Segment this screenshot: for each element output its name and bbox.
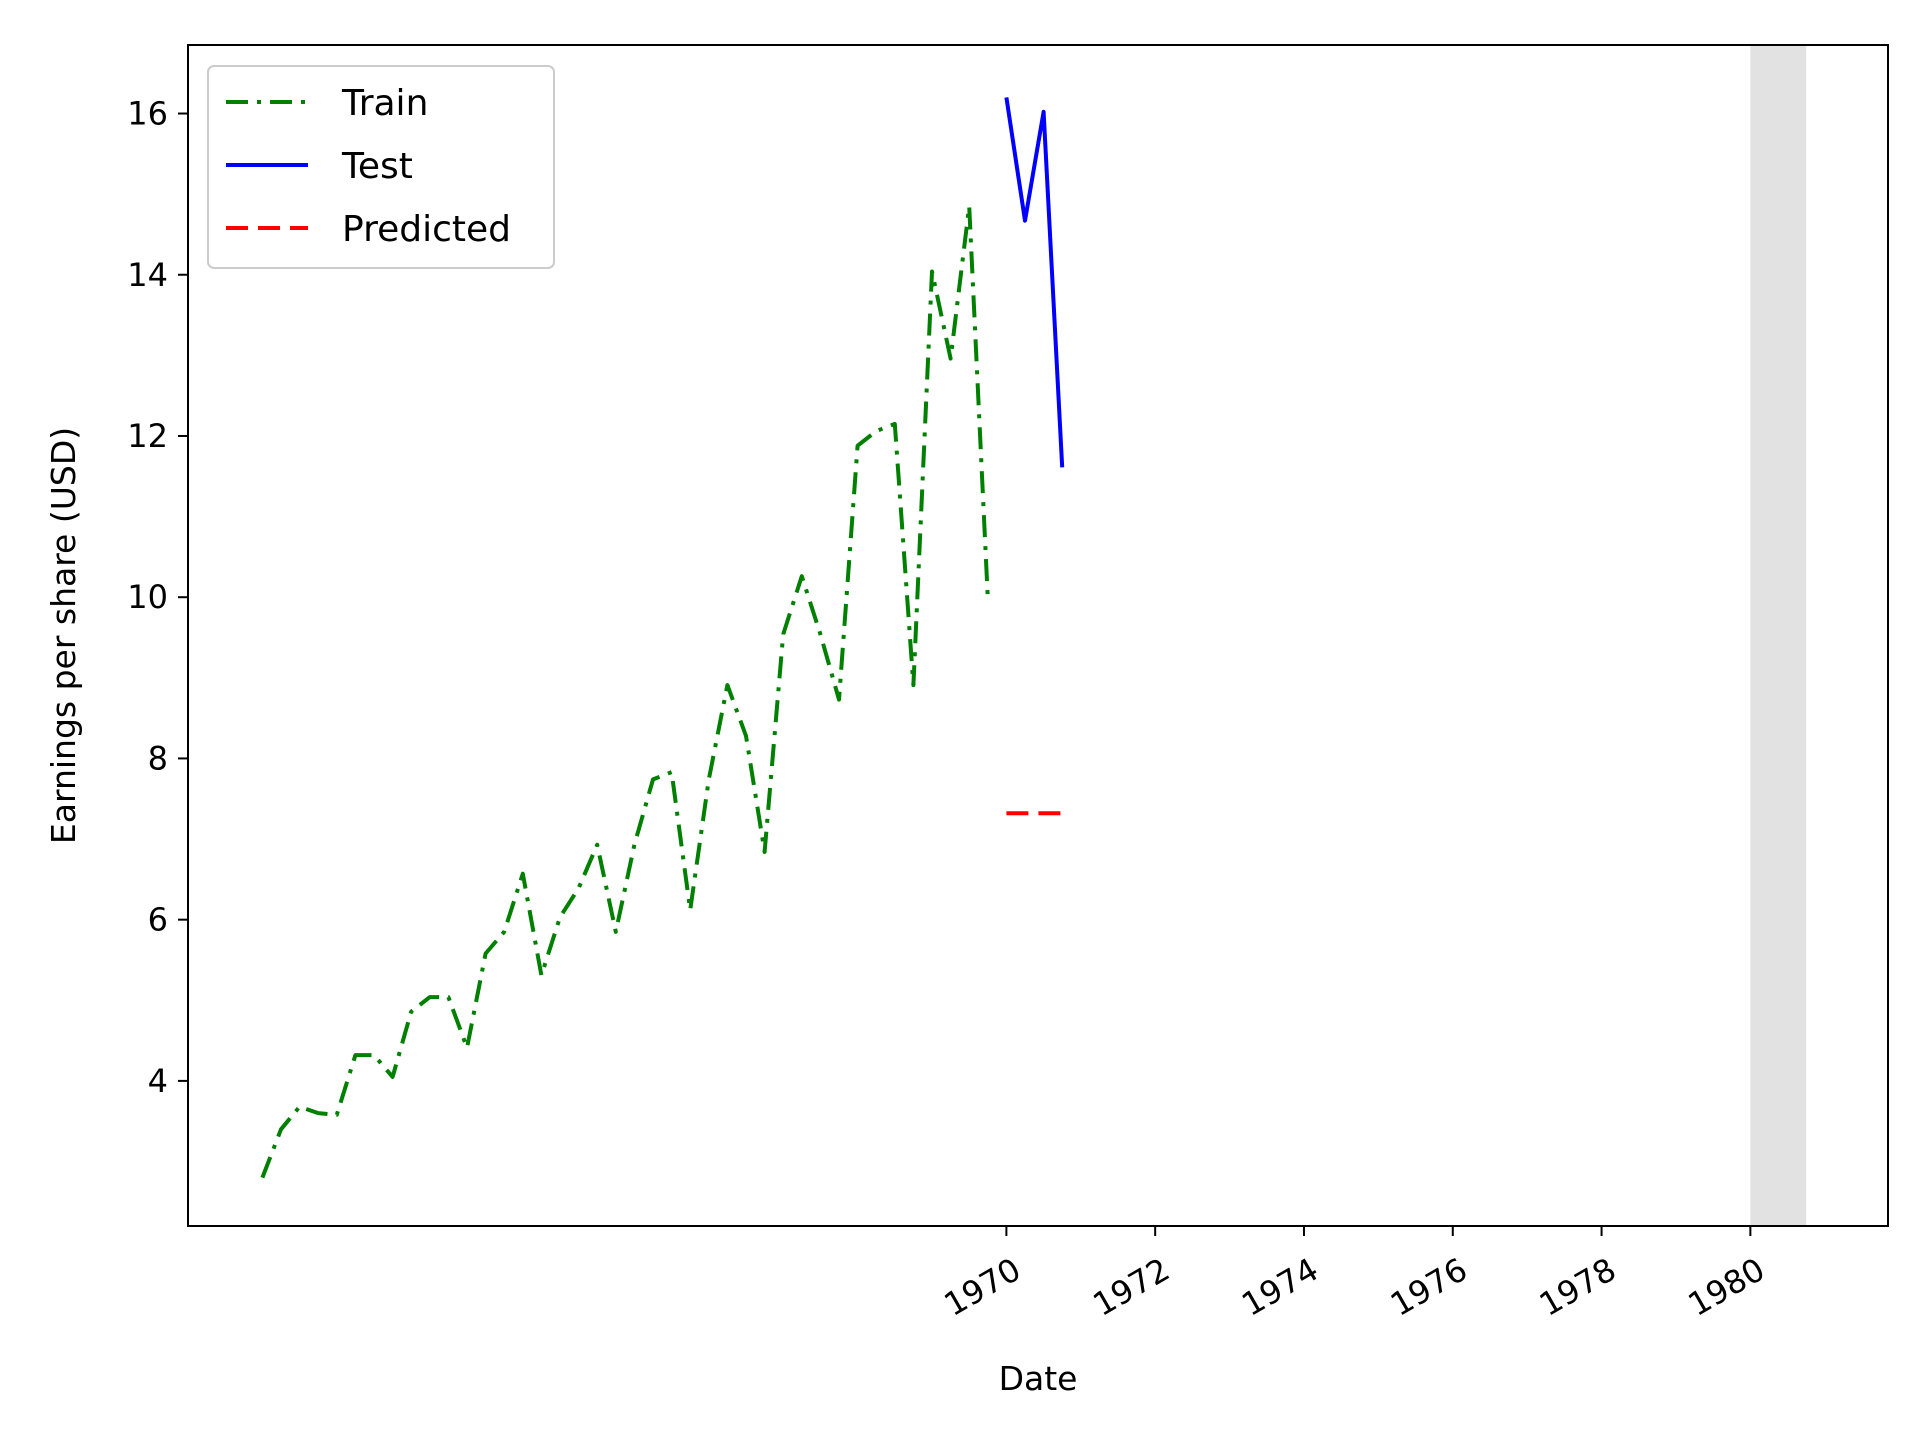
plot-area-frame xyxy=(187,44,1889,1227)
shaded-region xyxy=(1750,45,1807,1226)
legend-train-label: Train xyxy=(341,83,428,124)
legend: Train Test Predicted xyxy=(207,65,555,269)
legend-test-label: Test xyxy=(341,146,413,187)
y-tick-label: 10 xyxy=(127,578,168,616)
y-tick-label: 8 xyxy=(148,739,168,777)
y-tick-label: 4 xyxy=(148,1062,168,1100)
y-tick-label: 12 xyxy=(127,417,168,455)
y-axis-label: Earnings per share (USD) xyxy=(44,427,83,844)
y-tick-label: 16 xyxy=(127,95,168,133)
y-tick-label: 6 xyxy=(148,901,168,939)
y-tick-label: 14 xyxy=(127,256,168,294)
x-axis-label: Date xyxy=(999,1359,1078,1398)
legend-predicted-label: Predicted xyxy=(342,209,511,250)
series-layer xyxy=(260,97,1065,1179)
series-test-line xyxy=(1004,97,1065,468)
legend-box xyxy=(207,65,555,269)
series-train-line xyxy=(260,204,990,1179)
y-axis: 4 6 8 10 12 14 16 xyxy=(127,95,188,1100)
